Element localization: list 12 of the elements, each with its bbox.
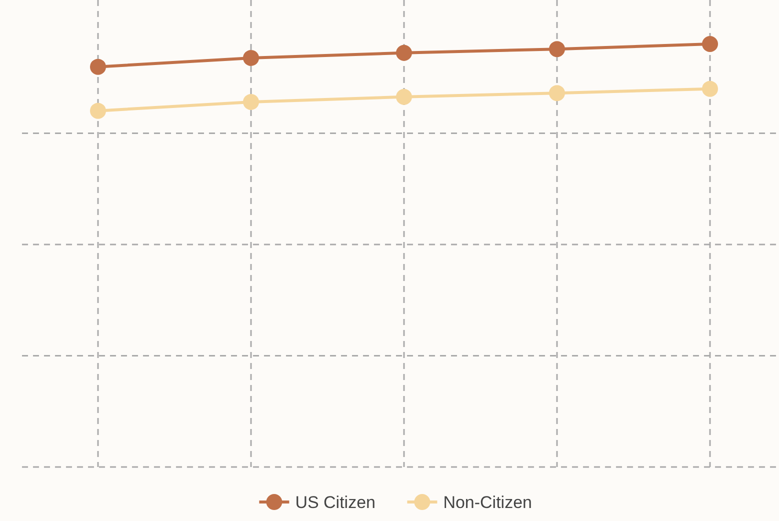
point	[702, 80, 718, 97]
point	[396, 88, 412, 105]
point	[549, 85, 565, 102]
point	[396, 44, 412, 61]
legend-label: Non-Citizen	[443, 493, 532, 512]
point	[90, 102, 106, 119]
legend-label: US Citizen	[295, 493, 376, 512]
point	[549, 41, 565, 58]
point	[90, 58, 106, 75]
point	[243, 50, 259, 66]
point	[702, 36, 718, 52]
point	[243, 94, 259, 110]
